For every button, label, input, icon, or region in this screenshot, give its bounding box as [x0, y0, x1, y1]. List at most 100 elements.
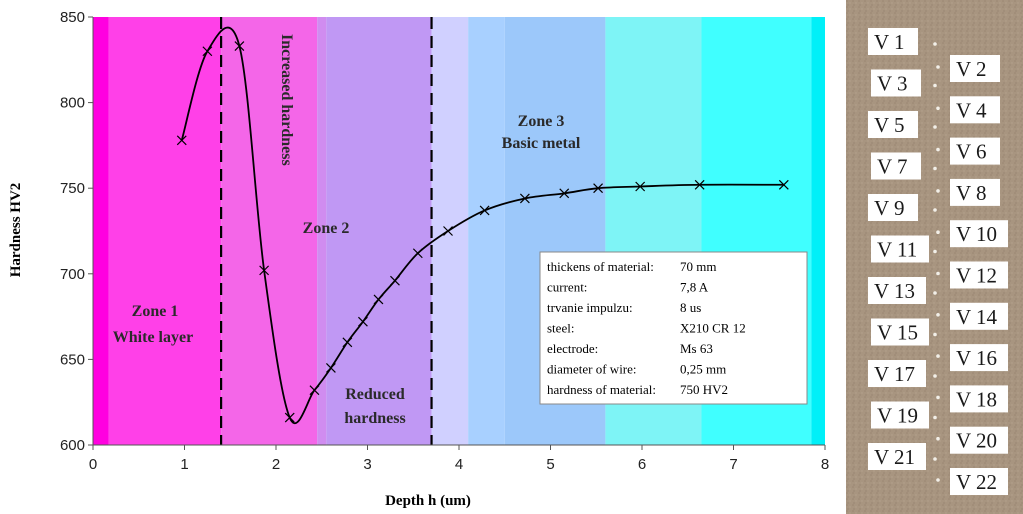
indent-mark — [936, 395, 940, 400]
indent-mark — [933, 332, 937, 337]
zone3-subtitle: Basic metal — [502, 135, 581, 152]
data-point-marker — [342, 337, 353, 348]
indent-mark — [933, 415, 937, 420]
indent-label: V 20 — [956, 429, 997, 453]
indent-label: V 12 — [956, 264, 997, 288]
indent-marks — [933, 42, 940, 482]
info-row-label: electrode: — [547, 341, 598, 356]
data-point-marker — [519, 193, 530, 204]
indent-label: V 9 — [874, 196, 905, 220]
zone1-title: Zone 1 — [132, 303, 179, 320]
x-tick-label: 3 — [363, 456, 371, 473]
data-point-marker — [234, 41, 245, 52]
indent-label: V 14 — [956, 305, 998, 329]
indent-label-box — [871, 318, 929, 346]
indent-label: V 2 — [956, 57, 987, 81]
info-row-value: 0,25 mm — [680, 362, 726, 377]
info-row-value: X210 CR 12 — [680, 321, 746, 336]
axes: 0 1 2 3 4 5 6 7 8 600 650 700 750 800 850 Depth h (um… — [8, 9, 829, 509]
increased-hardness-label: Increased hardness — [278, 34, 295, 166]
series-line — [180, 26, 784, 425]
info-row-value: 750 HV2 — [680, 382, 728, 397]
indent-mark — [933, 457, 937, 461]
x-tick-label: 8 — [821, 456, 829, 473]
indent-mark — [933, 374, 937, 378]
data-point-marker — [309, 385, 320, 396]
data-point-marker — [358, 316, 368, 327]
indent-label-box — [868, 277, 926, 304]
indent-label: V 22 — [956, 470, 997, 494]
indent-label-box — [950, 468, 1008, 495]
info-row-label: current: — [547, 280, 587, 295]
zone-band — [317, 17, 327, 445]
indent-mark — [933, 291, 937, 295]
info-row-label: diameter of wire: — [547, 362, 637, 377]
data-point-marker — [284, 412, 295, 423]
data-point-marker — [479, 205, 490, 216]
x-tick-labels: 0 1 2 3 4 5 6 7 8 — [89, 445, 829, 473]
zone-band — [108, 17, 222, 445]
info-row-label: thickens of material: — [547, 259, 654, 274]
zone3-title: Zone 3 — [518, 113, 565, 130]
reduced-hardness-line2: hardness — [344, 410, 405, 427]
indent-mark — [936, 106, 940, 111]
indent-label-box — [950, 137, 1000, 165]
indent-mark — [936, 230, 940, 234]
indent-mark — [933, 125, 937, 129]
indent-label-box — [868, 443, 926, 470]
indent-mark — [936, 478, 940, 482]
indent-mark — [936, 271, 940, 276]
data-point-marker — [259, 265, 270, 276]
y-axis-title: Hardness HV2 — [8, 183, 24, 278]
indent-mark — [936, 189, 940, 193]
indent-label: V 7 — [877, 155, 908, 179]
info-row-value: Ms 63 — [680, 341, 713, 356]
indent-label-box — [950, 55, 1000, 82]
zone-boundaries — [220, 17, 433, 445]
indent-label-box — [950, 344, 1008, 372]
indent-mark — [933, 166, 937, 171]
y-tick-label: 650 — [60, 351, 85, 368]
data-point-marker — [373, 294, 384, 305]
indent-label: V 5 — [874, 113, 905, 137]
indent-label-box — [868, 194, 918, 221]
data-point-marker — [202, 46, 213, 57]
indent-label-box — [871, 401, 929, 429]
indent-mark — [933, 42, 937, 46]
indent-label-box — [950, 96, 1000, 124]
data-point-marker — [176, 135, 187, 146]
data-point-marker — [390, 275, 400, 286]
indent-mark — [933, 83, 937, 88]
x-tick-label: 4 — [455, 456, 463, 473]
indent-label: V 21 — [874, 445, 915, 469]
info-row-value: 8 us — [680, 300, 701, 315]
data-point-marker — [325, 363, 336, 373]
y-tick-label: 700 — [60, 266, 85, 283]
indent-label-box — [868, 360, 926, 387]
indent-label: V 13 — [874, 279, 915, 303]
indent-label-box — [950, 178, 1000, 206]
indent-mark — [936, 313, 940, 317]
data-point-marker — [443, 226, 453, 236]
indent-label: V 1 — [874, 30, 905, 54]
info-row-value: 7,8 A — [680, 280, 709, 295]
indent-mark — [936, 436, 940, 441]
indent-label: V 6 — [956, 140, 987, 164]
zone-band — [93, 17, 109, 445]
x-tick-label: 5 — [546, 456, 554, 473]
zone-band — [326, 17, 432, 445]
y-tick-label: 600 — [60, 437, 85, 454]
indent-label-box — [950, 385, 1008, 413]
y-tick-labels: 600 650 700 750 800 850 — [60, 9, 93, 454]
zone-band — [431, 17, 469, 445]
data-point-marker — [635, 181, 646, 192]
zone-band — [811, 17, 825, 445]
zone1-subtitle: White layer — [113, 329, 193, 346]
zone2-title: Zone 2 — [303, 220, 350, 237]
indent-label-box — [950, 426, 1008, 454]
indent-label-box — [950, 220, 1008, 248]
data-point-marker — [694, 179, 705, 190]
indent-label-box — [871, 235, 929, 263]
indent-mark — [933, 249, 937, 254]
